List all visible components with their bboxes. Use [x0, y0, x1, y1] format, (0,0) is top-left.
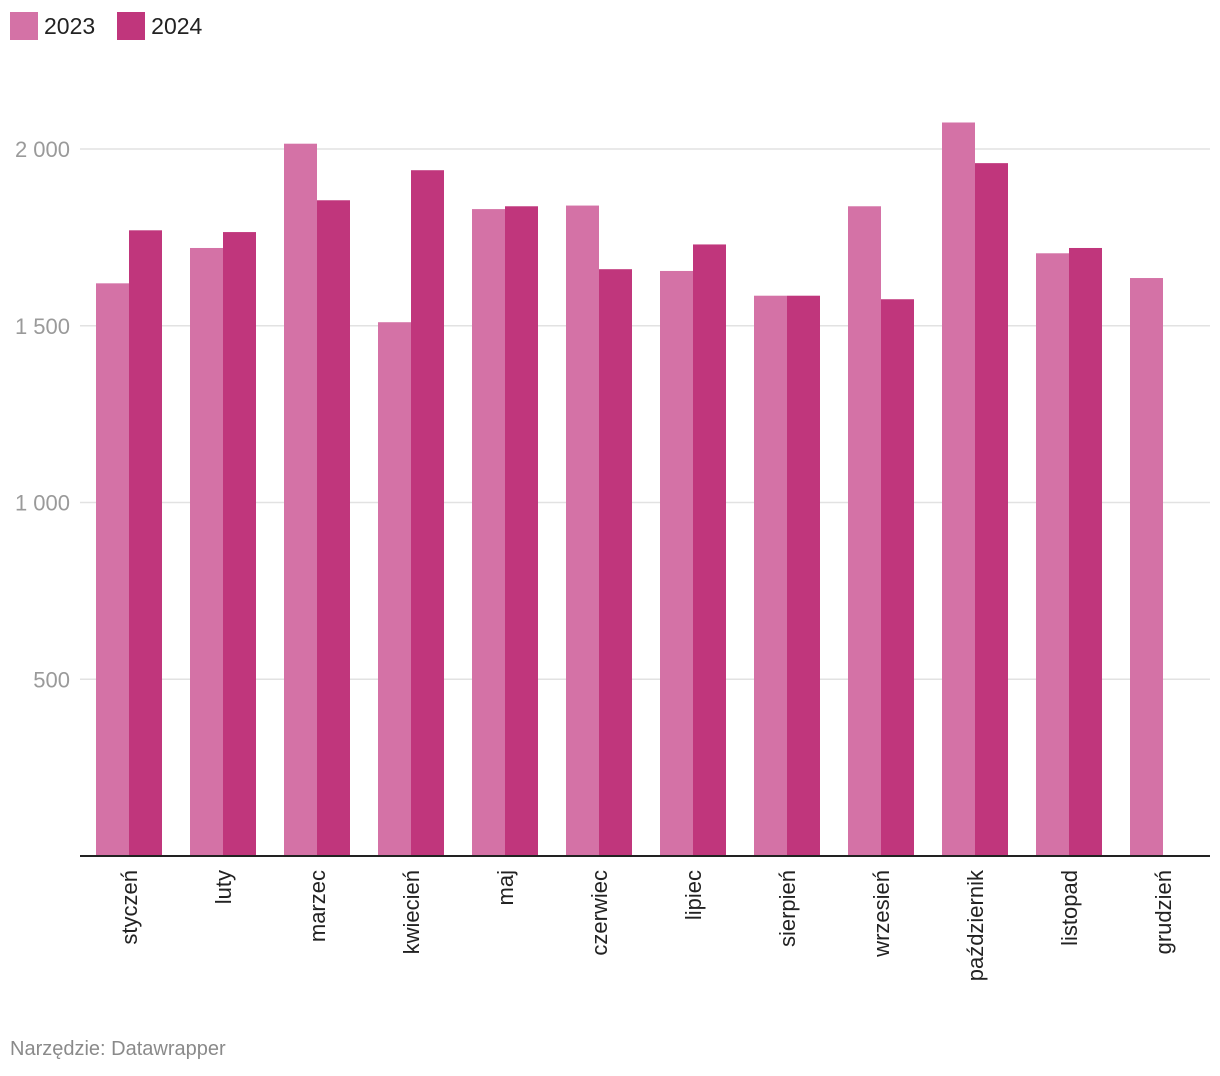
x-category-label: marzec — [305, 870, 330, 942]
bar-2024-maj — [505, 206, 538, 857]
x-category-label: sierpień — [775, 870, 800, 947]
legend-swatch-2024 — [117, 12, 146, 40]
y-tick-label: 500 — [33, 667, 70, 692]
source-credit: Narzędzie: Datawrapper — [10, 1038, 226, 1060]
x-category-label: czerwiec — [587, 870, 612, 956]
y-tick-label: 1 000 — [15, 491, 70, 516]
bar-2023-styczeń — [96, 283, 129, 857]
x-category-label: grudzień — [1151, 870, 1176, 954]
bar-2023-czerwiec — [566, 205, 599, 856]
bar-2023-sierpień — [754, 295, 787, 856]
bar-2024-czerwiec — [599, 269, 632, 856]
x-category-label: luty — [211, 870, 236, 904]
x-category-label: maj — [493, 870, 518, 905]
bar-2023-maj — [472, 209, 505, 857]
bar-2024-lipiec — [693, 244, 726, 856]
x-category-label: wrzesień — [869, 870, 894, 958]
x-category-label: listopad — [1057, 870, 1082, 946]
bar-2023-marzec — [284, 143, 317, 856]
legend-label-2024: 2024 — [151, 12, 203, 39]
bar-2023-grudzień — [1130, 278, 1163, 857]
x-category-label: październik — [963, 869, 988, 981]
bar-2024-kwiecień — [411, 170, 444, 856]
bar-2023-wrzesień — [848, 206, 881, 857]
bar-2024-styczeń — [129, 230, 162, 856]
x-category-label: styczeń — [117, 870, 142, 945]
x-category-label: lipiec — [681, 870, 706, 920]
legend: 2023 2024 — [10, 12, 202, 40]
y-tick-label: 2 000 — [15, 137, 70, 162]
bar-2023-kwiecień — [378, 322, 411, 857]
legend-item-2023: 2023 — [10, 12, 95, 40]
bar-2024-październik — [975, 163, 1008, 856]
bar-2024-listopad — [1069, 247, 1102, 857]
bar-2024-luty — [223, 232, 256, 856]
bar-2023-październik — [942, 122, 975, 857]
y-tick-label: 1 500 — [15, 314, 70, 339]
bar-2024-marzec — [317, 200, 350, 856]
bar-2024-sierpień — [787, 295, 820, 856]
legend-item-2024: 2024 — [117, 12, 202, 40]
legend-label-2023: 2023 — [44, 12, 96, 39]
bar-2023-lipiec — [660, 270, 693, 856]
bar-2023-luty — [190, 247, 223, 857]
bar-2023-listopad — [1036, 253, 1069, 857]
x-category-label: kwiecień — [399, 870, 424, 954]
bar-2024-wrzesień — [881, 299, 914, 856]
legend-swatch-2023 — [10, 12, 38, 40]
